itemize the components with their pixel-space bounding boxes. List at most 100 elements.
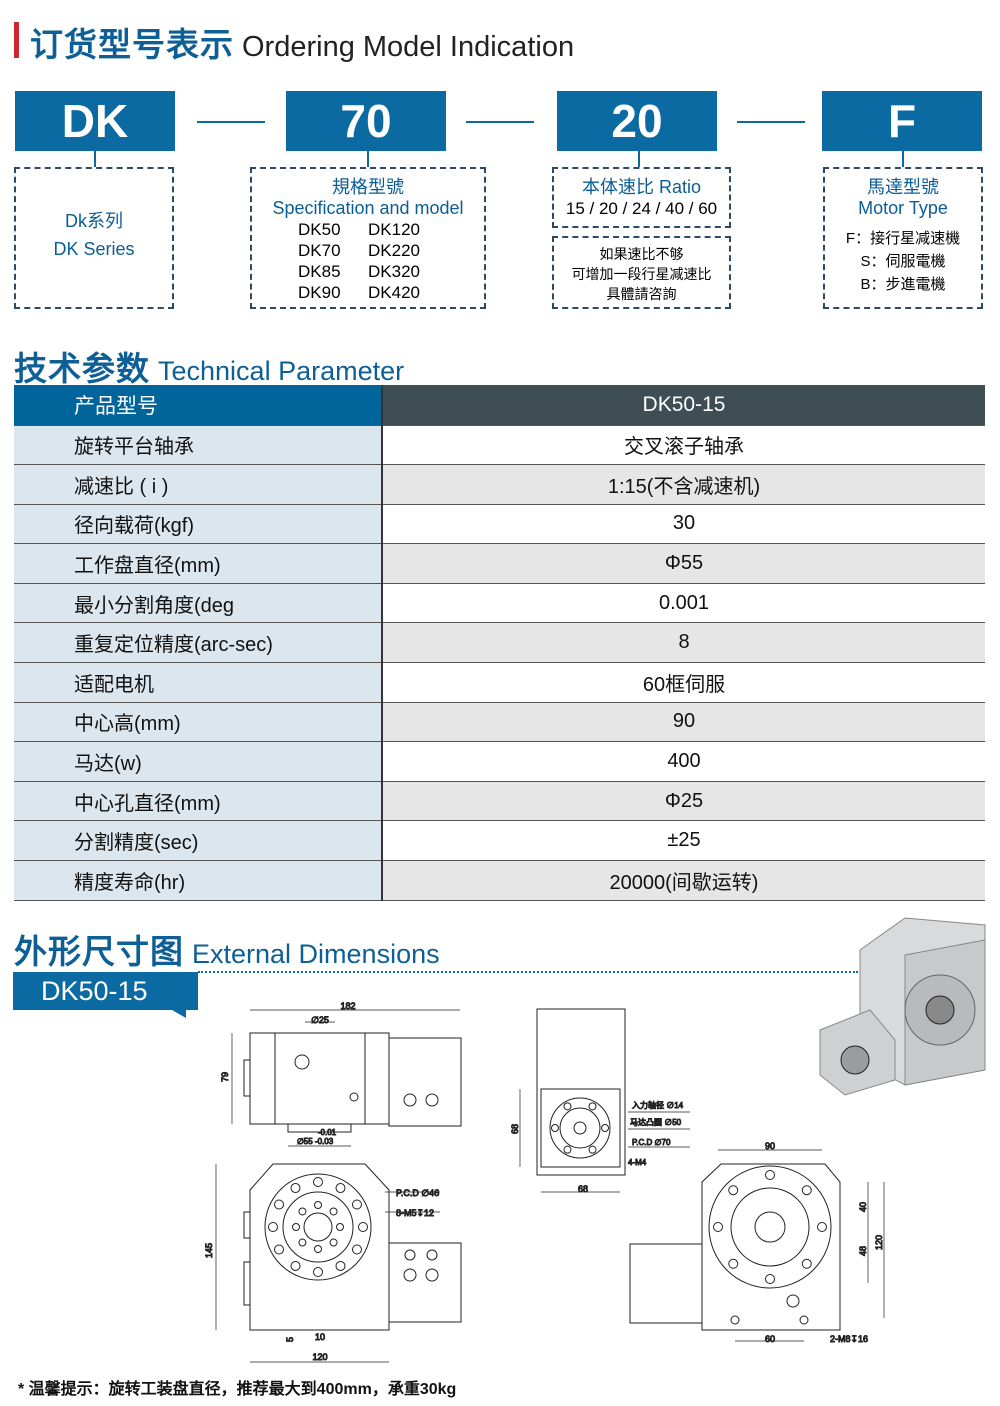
connector bbox=[638, 151, 640, 167]
param-label: 径向载荷(kgf) bbox=[14, 504, 383, 545]
param-value: ±25 bbox=[382, 820, 985, 862]
model: DK70 bbox=[298, 241, 341, 260]
bolt-hole bbox=[314, 1201, 322, 1209]
param-value: Φ55 bbox=[382, 543, 985, 584]
bolt-hole bbox=[728, 1185, 739, 1196]
dim-tol: -0.01 bbox=[318, 1128, 337, 1137]
table-row: 径向载荷(kgf) 30 bbox=[14, 504, 985, 545]
dim-120: 120 bbox=[312, 1352, 327, 1362]
dimension-drawings: 182 ∅25 79 -0.01 ∅55 -0.03 P.C.D ∅46 8-M… bbox=[204, 917, 986, 1363]
series-box: Dk系列 DK Series bbox=[14, 167, 174, 309]
table-row: 马达(w) 400 bbox=[14, 741, 985, 782]
dotted-divider bbox=[198, 971, 858, 973]
dim-5: 5 bbox=[285, 1337, 295, 1342]
bolt-hole bbox=[298, 1238, 307, 1247]
bolt-hole bbox=[713, 1222, 723, 1232]
param-label: 减速比 ( i ) bbox=[14, 464, 383, 505]
bolt-hole bbox=[801, 1258, 812, 1269]
connector bbox=[367, 151, 369, 167]
dim-48: 48 bbox=[858, 1246, 868, 1256]
model: DK50 bbox=[298, 220, 341, 239]
table-row: 中心高(mm) 90 bbox=[14, 702, 985, 743]
param-label: 旋转平台轴承 bbox=[14, 425, 383, 466]
table-row: 工作盘直径(mm) Φ55 bbox=[14, 543, 985, 584]
table-row: 精度寿命(hr) 20000(间歇运转) bbox=[14, 860, 985, 901]
bolt-hole bbox=[551, 1124, 559, 1132]
param-value: Φ25 bbox=[382, 781, 985, 822]
spec-zh: 規格型號 bbox=[332, 177, 404, 197]
header-label: 产品型号 bbox=[14, 385, 383, 426]
code-ratio: 20 bbox=[557, 91, 717, 151]
bolt-hole bbox=[765, 1274, 775, 1284]
param-value: 20000(间歇运转) bbox=[382, 860, 985, 901]
param-label: 最小分割角度(deg bbox=[14, 583, 383, 624]
param-value: 60框伺服 bbox=[382, 662, 985, 703]
bolt-hole bbox=[588, 1145, 597, 1154]
bolt-hole bbox=[329, 1207, 338, 1216]
ratio-note-box: 如果速比不够 可增加一段行星减速比 具體請咨詢 bbox=[552, 236, 731, 309]
motor-option: S：伺服電機 bbox=[860, 253, 946, 270]
dimensions-title: 外形尺寸图 External Dimensions bbox=[14, 933, 440, 970]
dim-shaft: 入力轴径 ∅14 bbox=[632, 1100, 684, 1110]
bolt-hole bbox=[313, 1267, 323, 1277]
dim-90: 90 bbox=[765, 1141, 775, 1151]
bolt-hole bbox=[314, 1245, 322, 1253]
bolt-hole bbox=[765, 1170, 775, 1180]
table-row: 中心孔直径(mm) Φ25 bbox=[14, 781, 985, 822]
dim-68h: 68 bbox=[578, 1184, 588, 1194]
param-label: 分割精度(sec) bbox=[14, 820, 383, 862]
flange-view bbox=[519, 1008, 690, 1193]
param-value: 交叉滚子轴承 bbox=[382, 425, 985, 466]
dim-79: 79 bbox=[220, 1072, 230, 1082]
bolt-hole bbox=[588, 1102, 597, 1111]
bolt-hole bbox=[335, 1260, 346, 1271]
series-en: DK Series bbox=[53, 239, 135, 259]
spec-table: 产品型号 DK50-15 旋转平台轴承 交叉滚子轴承 减速比 ( i ) 1:15(不… bbox=[14, 385, 985, 901]
bolt-hole bbox=[268, 1222, 278, 1232]
dim-120r: 120 bbox=[874, 1235, 884, 1250]
bolt-hole bbox=[313, 1177, 323, 1187]
param-value: 30 bbox=[382, 504, 985, 545]
bolt-hole bbox=[563, 1102, 572, 1111]
header-model: DK50-15 bbox=[382, 385, 985, 426]
model: DK90 bbox=[298, 283, 341, 302]
table-row: 重复定位精度(arc-sec) 8 bbox=[14, 622, 985, 664]
note-line: 可增加一段行星减速比 bbox=[571, 266, 712, 282]
bolt-hole bbox=[274, 1244, 285, 1255]
dim-182: 182 bbox=[340, 1001, 355, 1011]
ratio-box: 本体速比 Ratio 15 / 20 / 24 / 40 / 60 bbox=[552, 167, 731, 228]
table-row: 分割精度(sec) ±25 bbox=[14, 820, 985, 862]
footnote: * 温馨提示：旋转工装盘直径，推荐最大到400mm，承重30kg bbox=[18, 1381, 457, 1398]
bolt-hole bbox=[563, 1145, 572, 1154]
bolt-hole bbox=[801, 1185, 812, 1196]
code-motor: F bbox=[822, 91, 982, 151]
table-row: 减速比 ( i ) 1:15(不含减速机) bbox=[14, 464, 985, 505]
ratio-title: 本体速比 Ratio bbox=[581, 177, 702, 197]
param-label: 中心孔直径(mm) bbox=[14, 781, 383, 822]
bolt-hole bbox=[274, 1199, 285, 1210]
note-line: 具體請咨詢 bbox=[606, 286, 677, 302]
table-header: 产品型号 DK50-15 bbox=[14, 385, 985, 426]
dim-145: 145 bbox=[204, 1243, 214, 1258]
motor-option: B：步進電機 bbox=[860, 276, 946, 293]
dim-25: ∅25 bbox=[311, 1015, 329, 1025]
product-render bbox=[819, 917, 986, 1096]
param-label: 工作盘直径(mm) bbox=[14, 543, 383, 584]
bolt-hole bbox=[290, 1183, 301, 1194]
dim-m4: 4-M4 bbox=[628, 1158, 647, 1167]
separator bbox=[737, 121, 805, 123]
model: DK420 bbox=[368, 283, 420, 302]
dim-boss: 马达凸圆 ∅50 bbox=[630, 1117, 682, 1127]
model: DK220 bbox=[368, 241, 420, 260]
code-spec: 70 bbox=[286, 91, 446, 151]
dim-40: 40 bbox=[858, 1202, 868, 1212]
separator bbox=[466, 121, 534, 123]
bolt-hole bbox=[351, 1244, 362, 1255]
param-label: 适配电机 bbox=[14, 662, 383, 703]
spec-box: 規格型號 Specification and model DK50 DK120 D… bbox=[250, 167, 486, 309]
dim-55: ∅55 -0.03 bbox=[297, 1137, 334, 1146]
side-view bbox=[231, 1009, 462, 1147]
bolt-hole bbox=[292, 1223, 300, 1231]
connector bbox=[94, 151, 96, 167]
bolt-hole bbox=[298, 1207, 307, 1216]
